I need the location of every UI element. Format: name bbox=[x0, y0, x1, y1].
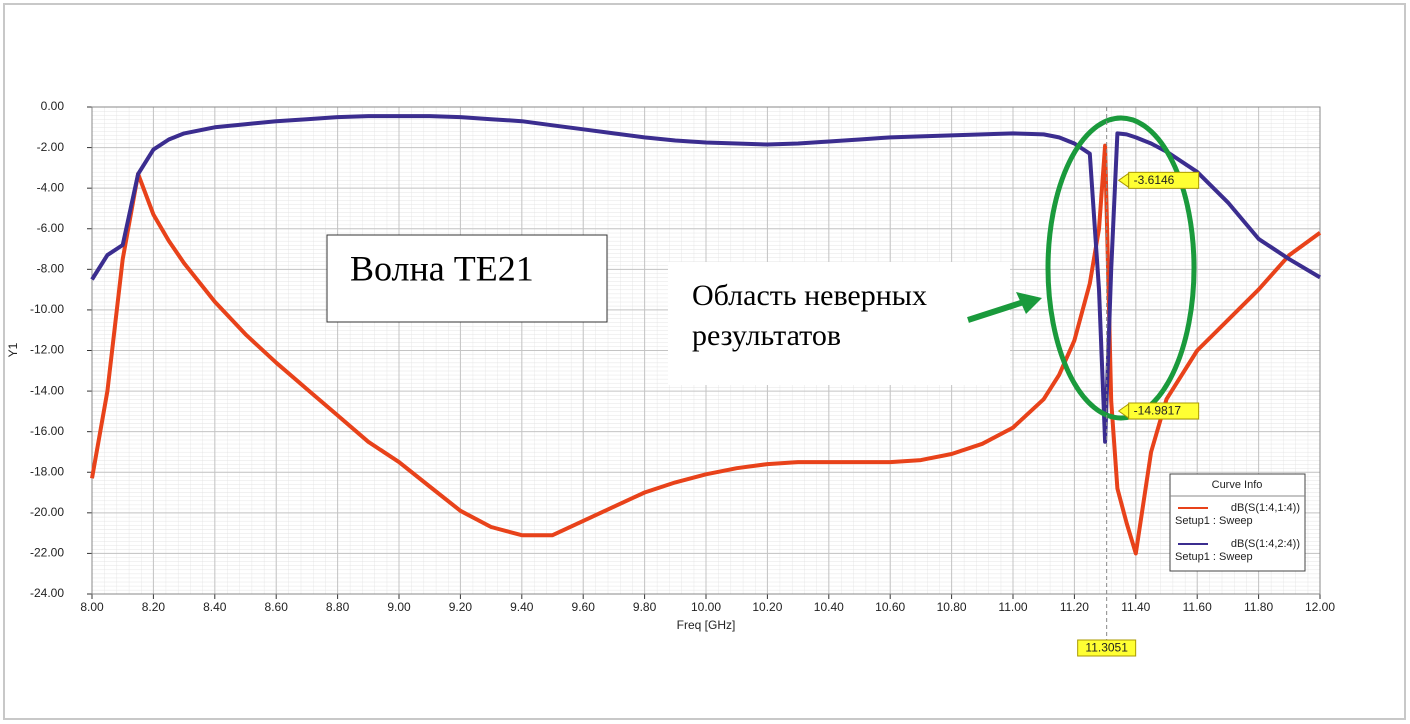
x-tick-label: 9.40 bbox=[510, 600, 534, 614]
arrow bbox=[967, 297, 1031, 323]
x-tick-label: 11.40 bbox=[1121, 600, 1150, 614]
region-box bbox=[668, 262, 1010, 385]
x-tick-label: 8.40 bbox=[203, 600, 227, 614]
y-tick-label: -16.00 bbox=[30, 424, 64, 438]
region-annotation: Область неверных bbox=[692, 279, 927, 312]
x-tick-label: 9.20 bbox=[449, 600, 473, 614]
x-tick-label: 11.20 bbox=[1060, 600, 1089, 614]
x-tick-label: 8.60 bbox=[265, 600, 289, 614]
x-tick-label: 8.00 bbox=[80, 600, 104, 614]
x-tick-label: 8.20 bbox=[142, 600, 166, 614]
marker-y-label: -3.6146 bbox=[1134, 173, 1175, 187]
legend-setup: Setup1 : Sweep bbox=[1175, 515, 1253, 527]
legend-label: dB(S(1:4,2:4)) bbox=[1231, 538, 1300, 550]
y-tick-label: -24.00 bbox=[30, 586, 64, 600]
mode-annotation: Волна TE21 bbox=[350, 248, 534, 288]
y-tick-label: -6.00 bbox=[37, 221, 65, 235]
x-tick-label: 11.80 bbox=[1244, 600, 1273, 614]
y-tick-label: -14.00 bbox=[30, 383, 64, 397]
arrow-head bbox=[1016, 292, 1042, 314]
y-tick-label: -4.00 bbox=[37, 180, 65, 194]
marker-x-box bbox=[1077, 639, 1137, 657]
x-tick-label: 10.80 bbox=[937, 600, 967, 614]
y-tick-label: 0.00 bbox=[41, 99, 65, 113]
y-tick-label: -20.00 bbox=[30, 505, 64, 519]
legend-label: dB(S(1:4,1:4)) bbox=[1231, 502, 1300, 514]
region-ellipse bbox=[1045, 115, 1197, 421]
legend-box bbox=[1169, 473, 1306, 572]
x-tick-label: 9.80 bbox=[633, 600, 657, 614]
plot-border bbox=[91, 106, 1321, 595]
x-tick-label: 11.00 bbox=[998, 600, 1027, 614]
y-tick-label: -18.00 bbox=[30, 464, 64, 478]
marker-y-label: -14.9817 bbox=[1134, 404, 1182, 418]
x-tick-label: 10.40 bbox=[814, 600, 844, 614]
legend-title: Curve Info bbox=[1212, 479, 1263, 491]
legend-setup: Setup1 : Sweep bbox=[1175, 551, 1253, 563]
x-tick-label: 9.60 bbox=[572, 600, 596, 614]
mode-box bbox=[326, 234, 608, 323]
y-tick-label: -8.00 bbox=[37, 262, 65, 276]
x-tick-label: 11.60 bbox=[1183, 600, 1212, 614]
x-tick-label: 10.60 bbox=[875, 600, 905, 614]
x-tick-label: 9.00 bbox=[387, 600, 411, 614]
x-axis-label: Freq [GHz] bbox=[677, 618, 736, 632]
series-line bbox=[90, 143, 1322, 556]
marker-y-box bbox=[1128, 171, 1200, 189]
x-tick-label: 10.20 bbox=[752, 600, 782, 614]
series-line bbox=[90, 114, 1322, 444]
y-tick-label: -22.00 bbox=[30, 546, 64, 560]
y-tick-label: -2.00 bbox=[37, 140, 65, 154]
marker-y-box bbox=[1128, 402, 1200, 420]
x-tick-label: 12.00 bbox=[1305, 600, 1335, 614]
y-tick-label: -10.00 bbox=[30, 302, 64, 316]
marker-x-label: 11.3051 bbox=[1085, 641, 1128, 655]
y-axis-label: Y1 bbox=[6, 342, 20, 357]
region-annotation: результатов bbox=[692, 319, 841, 352]
x-tick-label: 10.00 bbox=[691, 600, 721, 614]
y-tick-label: -12.00 bbox=[30, 343, 64, 357]
x-tick-label: 8.80 bbox=[326, 600, 350, 614]
